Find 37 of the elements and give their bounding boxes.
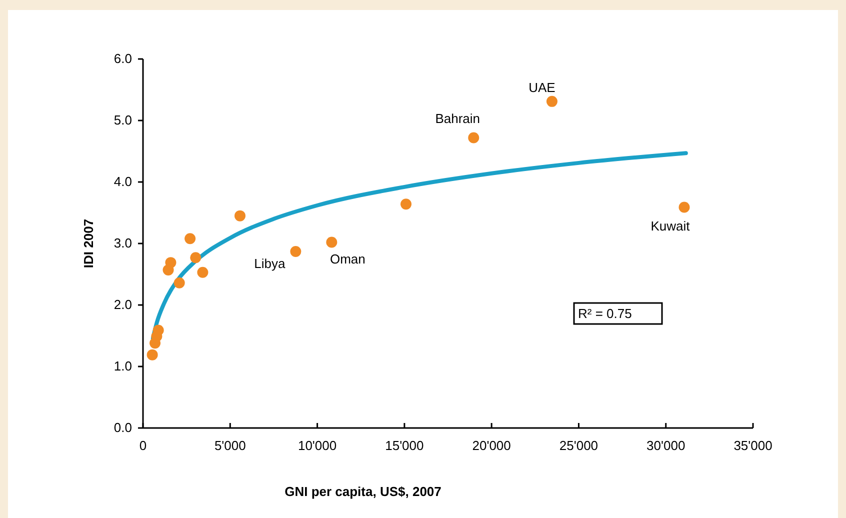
annotation: Libya	[254, 256, 286, 271]
annotation: Bahrain	[435, 111, 480, 126]
point	[146, 349, 158, 360]
x-tick-label: 10'000	[298, 438, 337, 454]
point	[468, 132, 480, 144]
y-tick-label: 4.0	[114, 174, 132, 190]
x-tick-label: 0	[139, 438, 147, 454]
point	[326, 236, 338, 248]
point	[234, 210, 246, 222]
y-tick-label: 2.0	[114, 297, 132, 312]
point	[197, 266, 208, 278]
point	[174, 277, 185, 288]
point	[190, 252, 202, 264]
point	[152, 324, 164, 336]
point	[184, 233, 196, 244]
x-tick-label: 30'000	[646, 438, 686, 454]
point	[546, 96, 558, 107]
y-tick-label: 1.0	[114, 358, 132, 374]
annotation: Oman	[330, 252, 366, 267]
point	[678, 202, 690, 213]
y-tick-label: 0.0	[114, 420, 132, 436]
y-tick-label: 5.0	[114, 112, 132, 128]
x-tick-label: 15'000	[385, 438, 424, 454]
point	[290, 246, 302, 257]
y-tick-label: 3.0	[114, 236, 132, 251]
x-axis-title: GNI per capita, US$, 2007	[284, 484, 442, 499]
point	[400, 198, 412, 210]
x-tick-label: 35'000	[734, 438, 772, 454]
point	[165, 257, 176, 268]
x-tick-label: 25'000	[559, 438, 598, 454]
y-axis-title: IDI 2007	[81, 218, 96, 268]
annotation: R² = 0.75	[578, 306, 632, 321]
y-tick-label: 6.0	[114, 51, 132, 66]
x-tick-label: 20'000	[472, 438, 511, 454]
annotation: UAE	[528, 80, 556, 95]
x-tick-label: 5'000	[214, 438, 246, 454]
annotation: Kuwait	[650, 218, 690, 234]
